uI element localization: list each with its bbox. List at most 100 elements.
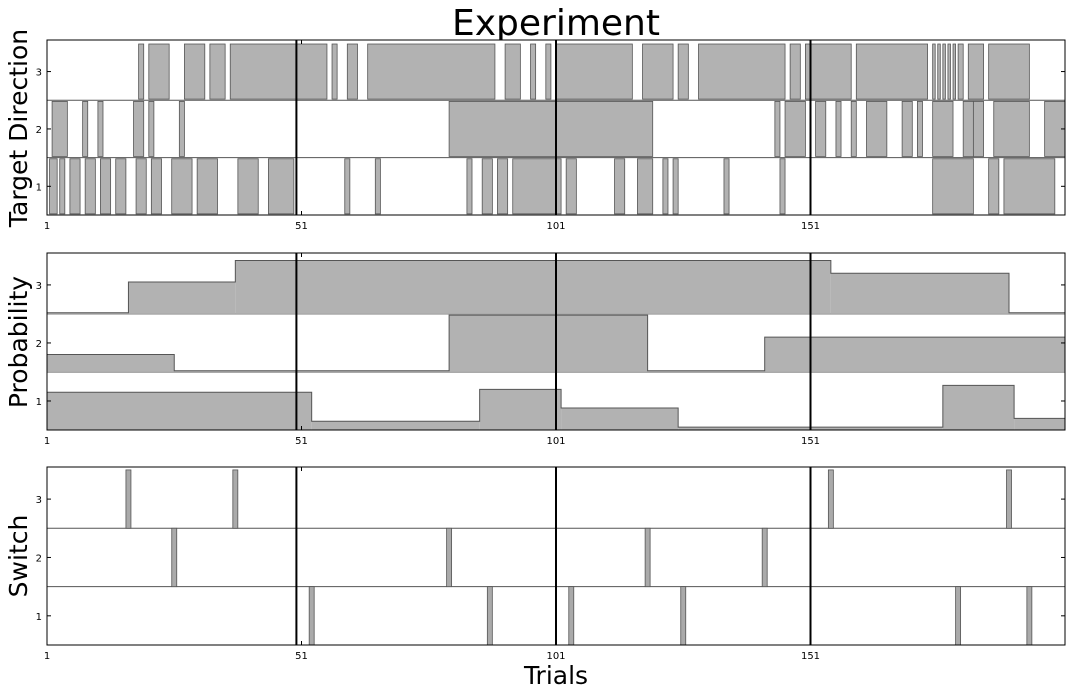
y-tick-label: 2: [36, 339, 42, 350]
y-tick-label: 1: [36, 182, 42, 193]
target-bar: [972, 100, 984, 157]
x-tick-label: 51: [295, 651, 308, 662]
x-tick-label: 51: [295, 436, 308, 447]
y-tick-label: 2: [36, 553, 42, 564]
target-bar: [866, 100, 888, 157]
probability-step: [830, 273, 1010, 314]
target-bar: [698, 43, 786, 100]
target-bar: [51, 100, 68, 157]
target-bar: [962, 100, 974, 157]
probability-step: [449, 315, 648, 372]
x-tick-label: 1: [44, 651, 50, 662]
ylabel-switch: Switch: [4, 515, 33, 598]
target-bar: [988, 158, 1000, 215]
target-bar: [637, 158, 654, 215]
target-bar: [947, 43, 951, 100]
chart-title: Experiment: [452, 3, 660, 44]
ylabel-probability: Probability: [4, 276, 33, 408]
target-bar: [346, 43, 358, 100]
target-bar: [512, 158, 562, 215]
switch-spike: [171, 527, 178, 588]
target-bar: [84, 158, 96, 215]
target-bar: [916, 100, 923, 157]
target-bar: [614, 158, 626, 215]
target-bar: [967, 43, 984, 100]
target-bar: [148, 43, 170, 100]
target-bar: [789, 43, 801, 100]
probability-step: [174, 370, 450, 372]
target-bar: [97, 100, 104, 157]
target-bar: [504, 43, 521, 100]
target-bar: [565, 158, 577, 215]
target-bar: [344, 158, 351, 215]
target-bar: [642, 43, 674, 100]
target-bar: [815, 100, 827, 157]
switch-spike: [1006, 469, 1012, 529]
y-tick-label: 3: [36, 68, 42, 79]
target-bar: [530, 43, 537, 100]
target-bar: [932, 43, 936, 100]
target-bar: [835, 100, 842, 157]
probability-step: [47, 312, 129, 314]
target-bar: [59, 158, 66, 215]
target-bar: [932, 100, 954, 157]
target-bar: [229, 43, 328, 100]
target-bar: [497, 158, 509, 215]
probability-step: [311, 421, 480, 430]
target-bar: [774, 100, 781, 157]
probability-outline: [47, 314, 1065, 372]
switch-spike: [486, 586, 493, 646]
x-tick-label: 151: [801, 221, 820, 232]
y-tick-label: 1: [36, 397, 42, 408]
target-bar: [723, 158, 730, 215]
target-bar: [855, 43, 928, 100]
target-bar: [901, 100, 913, 157]
switch-spike: [761, 527, 768, 588]
probability-step: [47, 354, 175, 372]
probability-step: [942, 385, 1015, 430]
target-bar: [466, 158, 473, 215]
target-bar: [138, 43, 145, 100]
target-bar: [805, 43, 852, 100]
x-axis-label: Trials: [523, 661, 588, 690]
target-bar: [932, 158, 974, 215]
ylabel-target: Target Direction: [4, 29, 33, 228]
target-bar: [677, 43, 689, 100]
x-tick-label: 101: [546, 221, 565, 232]
x-tick-label: 1: [44, 436, 50, 447]
target-bar: [555, 43, 633, 100]
target-bar: [957, 43, 964, 100]
x-tick-label: 101: [546, 436, 565, 447]
probability-outline: [47, 384, 1065, 428]
target-bar: [481, 158, 493, 215]
x-tick-label: 1: [44, 221, 50, 232]
target-bar: [779, 158, 786, 215]
target-bar: [784, 100, 806, 157]
target-bar: [178, 100, 185, 157]
target-bar: [171, 158, 193, 215]
target-bar: [196, 158, 218, 215]
probability-step: [47, 392, 312, 430]
switch-spike: [644, 527, 651, 588]
switch-spike: [125, 469, 132, 529]
target-bar: [133, 100, 145, 157]
target-bar: [100, 158, 112, 215]
target-bar: [850, 100, 857, 157]
target-bar: [942, 43, 946, 100]
target-bar: [209, 43, 226, 100]
probability-step: [1014, 418, 1065, 430]
target-bar: [331, 43, 338, 100]
switch-spike: [446, 527, 453, 588]
target-bar: [545, 43, 552, 100]
target-bar: [937, 43, 941, 100]
target-bar: [367, 43, 496, 100]
target-bar: [115, 158, 127, 215]
y-tick-label: 3: [36, 281, 42, 292]
x-tick-label: 51: [295, 221, 308, 232]
target-bar: [268, 158, 295, 215]
target-bar: [993, 100, 1030, 157]
